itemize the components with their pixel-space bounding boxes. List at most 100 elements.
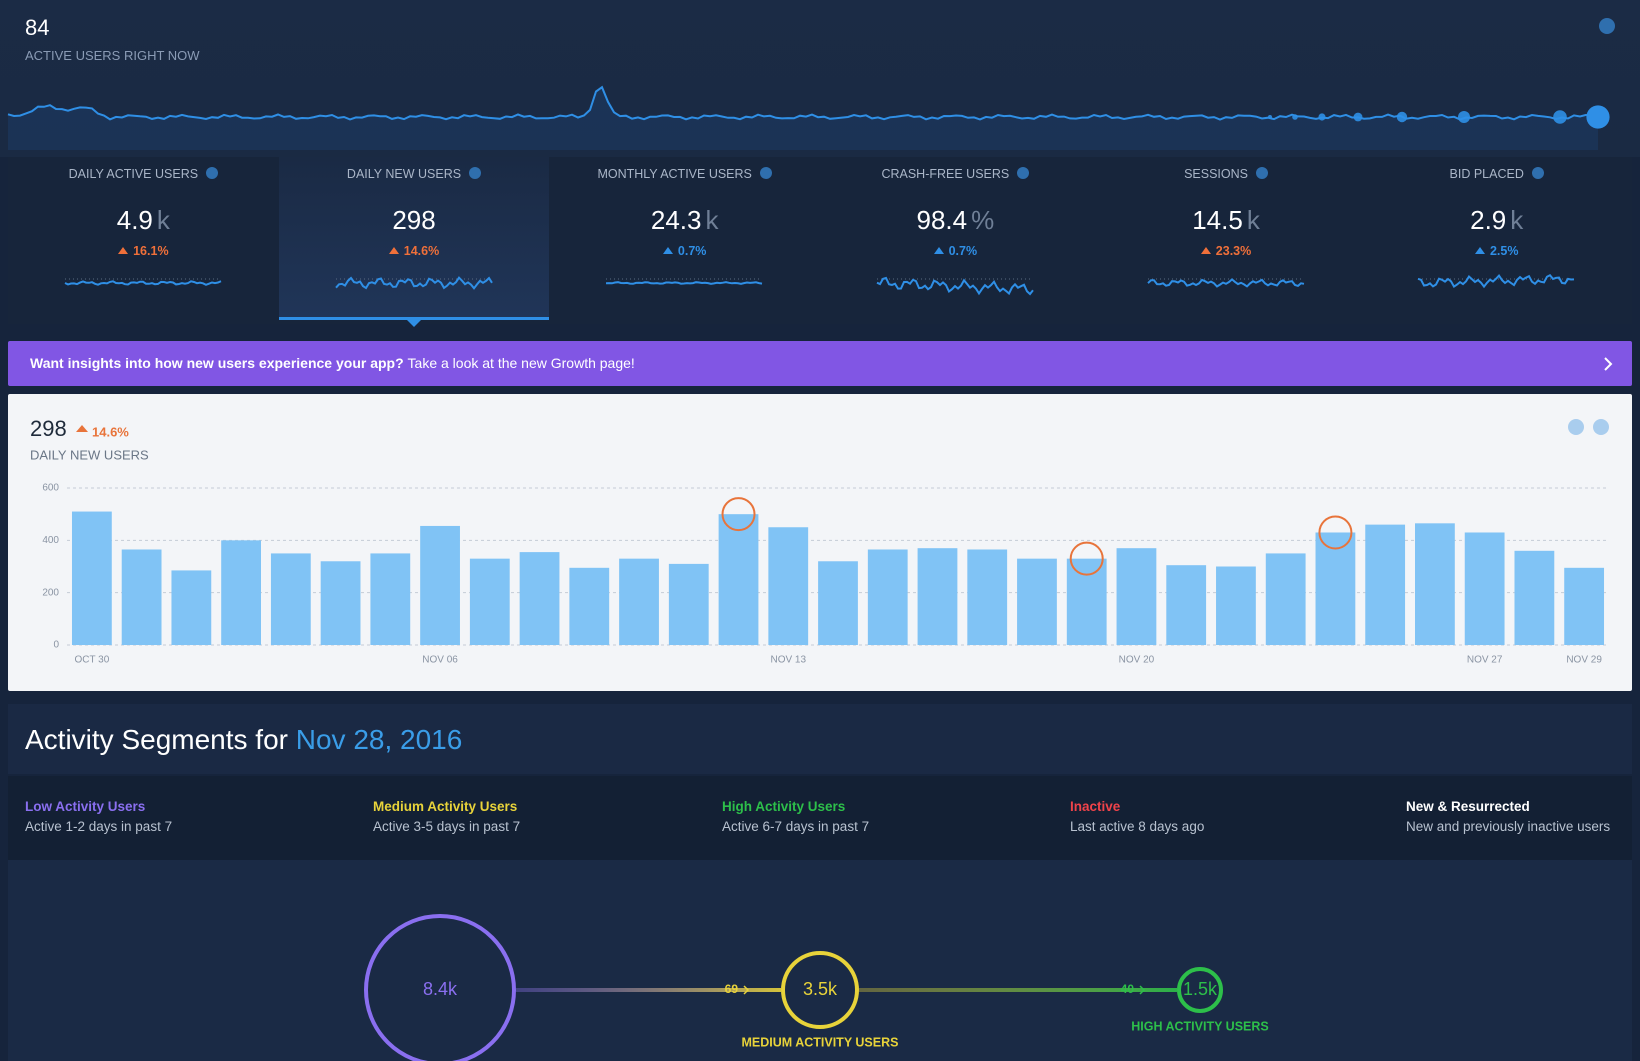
help-icon <box>1255 167 1268 179</box>
help-icon <box>206 167 219 179</box>
sparkline-area <box>8 87 1598 150</box>
banner-bold[interactable]: Want insights into how new users experie… <box>30 355 404 371</box>
metric-change-value: 0.7% <box>948 244 978 258</box>
bar <box>1066 558 1107 645</box>
trend-arrow <box>118 247 129 254</box>
bar <box>1265 553 1306 645</box>
sparkline <box>64 280 222 286</box>
metric-number: 4.9 <box>116 205 153 235</box>
metric-change-value: 16.1% <box>133 244 169 258</box>
segments-title-text: Activity Segments for <box>25 724 288 755</box>
help-icon[interactable] <box>1599 18 1615 34</box>
chevron[interactable] <box>1604 357 1613 371</box>
bar <box>420 525 460 645</box>
metric-sparkline <box>876 276 1034 296</box>
metric-change-value: 2.5% <box>1489 244 1519 258</box>
metric-card[interactable]: DAILY ACTIVE USERS 4.9 k 16.1% <box>8 157 279 317</box>
metric-number: 98.4 <box>916 205 968 235</box>
x-tick-label: OCT 30 <box>74 655 109 666</box>
sparkline-line <box>7 85 1599 121</box>
metric-label: DAILY ACTIVE USERS <box>8 167 279 181</box>
legend-item: New & Resurrected New and previously inac… <box>1406 799 1610 834</box>
segments-title: Activity Segments for Nov 28, 2016 <box>25 724 462 756</box>
help-icon <box>1017 167 1030 179</box>
bar <box>469 558 510 645</box>
banner-text[interactable]: Want insights into how new users experie… <box>30 355 635 371</box>
metric-unit: % <box>971 205 995 235</box>
help-icon[interactable] <box>1593 419 1609 435</box>
metric-card[interactable]: CRASH-FREE USERS 98.4% 0.7% <box>820 157 1091 317</box>
bar <box>1464 532 1505 645</box>
bar <box>1017 558 1057 645</box>
metric-unit: k <box>1510 205 1524 235</box>
segment-node[interactable] <box>1177 967 1223 1013</box>
chart-change: 14.6% <box>92 424 129 439</box>
metric-label-text: DAILY ACTIVE USERS <box>68 167 199 181</box>
bar <box>1564 567 1605 645</box>
flow-link <box>859 988 1177 992</box>
metric-change-value: 14.6% <box>403 244 440 258</box>
trend-arrow <box>662 247 673 254</box>
transition-count: 69 <box>725 982 739 996</box>
growth-banner[interactable]: Want insights into how new users experie… <box>8 341 1632 386</box>
metric-card[interactable]: DAILY NEW USERS 298 14.6% <box>278 157 550 327</box>
anomaly-marker[interactable] <box>1069 541 1104 576</box>
realtime-panel: 84 ACTIVE USERS RIGHT NOW <box>0 0 1640 157</box>
active-users-value: 84 <box>25 15 50 40</box>
metric-unit: k <box>1246 205 1260 235</box>
legend-description: Active 3-5 days in past 7 <box>373 819 521 834</box>
banner-link[interactable]: Take a look at the new Growth page! <box>407 355 635 371</box>
banner-chevron[interactable] <box>1600 355 1616 373</box>
bar <box>121 549 162 645</box>
segment-label: HIGH ACTIVITY USERS <box>1131 1019 1269 1033</box>
legend-description: Active 6-7 days in past 7 <box>722 819 870 834</box>
legend-name: Low Activity Users <box>25 799 146 814</box>
metric-value: 4.9 k <box>8 205 279 236</box>
legend-name: Medium Activity Users <box>373 799 518 814</box>
help-icon <box>469 167 482 179</box>
chart: 298 14.6% DAILY NEW USERS 0 200 400 600 OCT 30 N… <box>30 416 1609 666</box>
metric-sparkline <box>606 278 763 285</box>
sparkline <box>876 276 1034 296</box>
realtime-sparkline <box>7 85 1610 150</box>
help-icon <box>759 167 772 179</box>
metric-change: 0.7% <box>549 244 820 258</box>
legend-item: Low Activity Users Active 1-2 days in pas… <box>25 799 172 834</box>
legend-description: New and previously inactive users <box>1406 819 1611 834</box>
segments-date[interactable]: Nov 28, 2016 <box>295 724 463 755</box>
legend-item: Inactive Last active 8 days ago <box>1070 799 1204 834</box>
sparkline-dot <box>1292 114 1298 120</box>
trend-arrow <box>1200 247 1211 254</box>
metric-card[interactable]: SESSIONS 14.5 k 23.3% <box>1091 157 1362 317</box>
bar <box>270 553 311 645</box>
segment-node[interactable] <box>364 914 516 1061</box>
transition-chevron <box>743 985 750 995</box>
anomaly-marker[interactable] <box>721 497 756 532</box>
metric-change-value: 0.7% <box>677 244 707 258</box>
segment-value: 1.5k <box>1183 979 1218 999</box>
metric-unit: k <box>156 205 170 235</box>
sparkline <box>606 281 763 285</box>
download-icon[interactable] <box>1568 419 1584 435</box>
anomaly-marker[interactable] <box>1318 515 1353 550</box>
metric-number: 14.5 <box>1192 205 1243 235</box>
metric-label-text: DAILY NEW USERS <box>346 167 462 181</box>
metric-cards: DAILY ACTIVE USERS 4.9 k 16.1% DAILY NEW USE… <box>8 157 1632 327</box>
metric-value: 298 <box>279 205 550 236</box>
chart-panel: 298 14.6% DAILY NEW USERS 0 200 400 600 OCT 30 N… <box>8 394 1632 691</box>
y-tick-label: 0 <box>53 640 59 651</box>
legend-name: Inactive <box>1070 799 1121 814</box>
sparkline-dot <box>1318 113 1326 121</box>
metric-label: DAILY NEW USERS <box>279 167 550 181</box>
bar <box>1216 566 1256 645</box>
metric-card[interactable]: MONTHLY ACTIVE USERS 24.3 k 0.7% <box>549 157 820 317</box>
bar <box>668 563 709 645</box>
metric-card[interactable]: BID PLACED 2.9 k 2.5% <box>1361 157 1632 317</box>
metric-sparkline <box>1147 278 1304 288</box>
metric-change: 14.6% <box>279 244 550 258</box>
bar <box>1415 523 1455 645</box>
metric-label: CRASH-FREE USERS <box>820 167 1091 181</box>
transition-chevron <box>1139 985 1146 995</box>
metric-change: 2.5% <box>1361 244 1632 258</box>
segment-node[interactable] <box>781 951 859 1029</box>
